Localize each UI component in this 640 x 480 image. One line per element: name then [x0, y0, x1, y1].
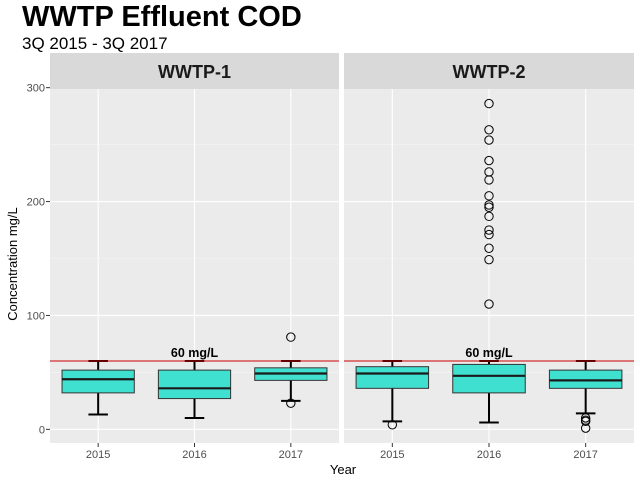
- outlier-point: [484, 175, 494, 185]
- outlier-point: [484, 229, 494, 240]
- x-tick-label: 2016: [477, 449, 501, 461]
- reference-line-label: 60 mg/L: [171, 346, 219, 360]
- box-WWTP-2-2016: [452, 363, 526, 394]
- y-axis-title: Concentration mg/L: [5, 207, 20, 320]
- outlier-point: [484, 125, 494, 135]
- y-tick-label: 0: [39, 424, 45, 436]
- outlier-point: [484, 155, 494, 166]
- x-axis-title: Year: [330, 462, 357, 477]
- box-WWTP-2-2017: [548, 369, 623, 389]
- x-tick-label: 2017: [279, 449, 303, 461]
- chart-subtitle: 3Q 2015 - 3Q 2017: [22, 34, 168, 53]
- outlier-point: [580, 423, 591, 433]
- y-tick-label: 200: [27, 197, 45, 209]
- facet-strip: [50, 53, 339, 89]
- y-tick-label: 300: [27, 83, 45, 95]
- outlier-point: [286, 398, 296, 408]
- x-tick-label: 2015: [86, 449, 110, 461]
- facet-label: WWTP-2: [453, 62, 526, 82]
- y-tick-label: 100: [27, 310, 45, 322]
- outlier-point: [484, 202, 494, 212]
- x-tick-label: 2016: [182, 449, 206, 461]
- x-tick-label: 2015: [380, 449, 404, 461]
- facet-label: WWTP-1: [158, 62, 231, 82]
- outlier-point: [580, 416, 591, 427]
- box-WWTP-1-2015: [61, 369, 135, 394]
- outlier-point: [484, 191, 494, 201]
- outlier-point: [484, 243, 494, 253]
- outlier-point: [484, 225, 494, 235]
- reference-line-label: 60 mg/L: [465, 346, 513, 360]
- outlier-point: [484, 299, 494, 309]
- chart-title: WWTP Effluent COD: [22, 1, 302, 33]
- outlier-point: [387, 420, 398, 430]
- outlier-point: [286, 332, 296, 342]
- outlier-point: [580, 413, 591, 423]
- outlier-point: [484, 200, 494, 210]
- x-tick-label: 2017: [573, 449, 597, 461]
- box-WWTP-1-2016: [157, 369, 232, 400]
- outlier-point: [484, 254, 494, 265]
- outlier-point: [484, 135, 494, 145]
- outlier-point: [484, 211, 494, 222]
- facet-strip: [344, 53, 634, 89]
- outlier-point: [484, 98, 494, 109]
- box-WWTP-2-2015: [355, 366, 430, 389]
